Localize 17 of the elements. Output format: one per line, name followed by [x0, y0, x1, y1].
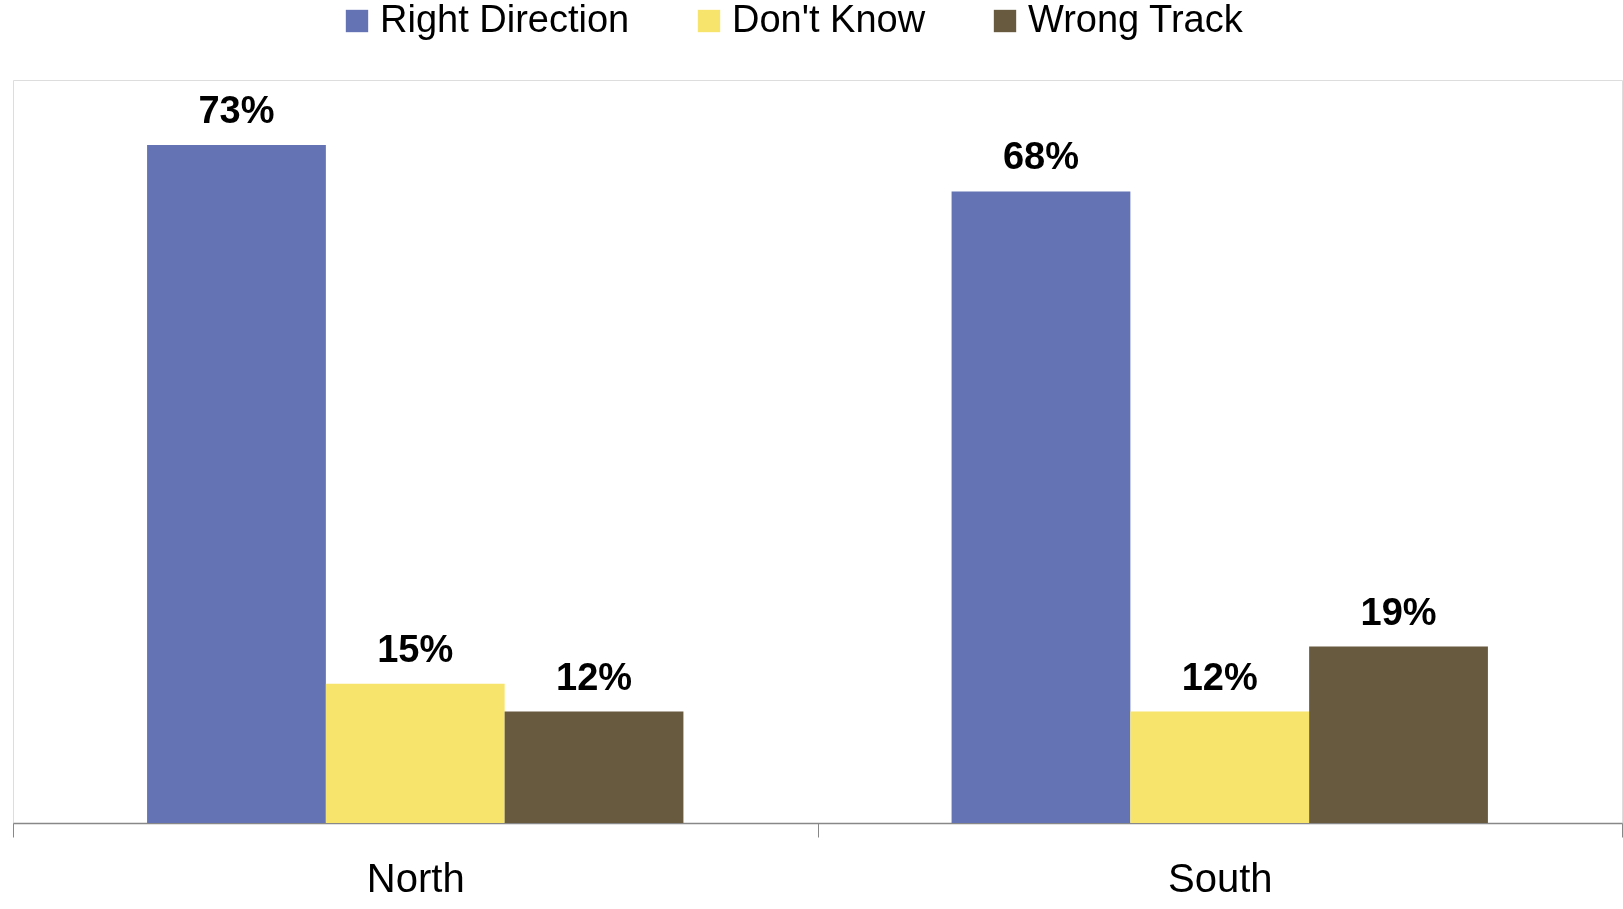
data-label: 15% — [377, 627, 454, 670]
bar — [325, 683, 505, 823]
data-label: 19% — [1360, 590, 1437, 633]
data-label: 68% — [1002, 135, 1079, 178]
bar — [504, 711, 684, 823]
bar — [1130, 711, 1310, 823]
bar — [147, 145, 326, 823]
bar — [1309, 646, 1488, 823]
data-label: 12% — [1181, 655, 1258, 698]
x-tick-label: North — [366, 855, 465, 900]
legend-label: Right Direction — [380, 0, 630, 40]
bar — [951, 191, 1131, 823]
data-label: 73% — [198, 89, 275, 132]
data-label: 12% — [556, 655, 633, 698]
legend-label: Wrong Track — [1028, 0, 1244, 40]
x-tick-label: South — [1167, 855, 1273, 900]
legend-label: Don't Know — [732, 0, 926, 40]
